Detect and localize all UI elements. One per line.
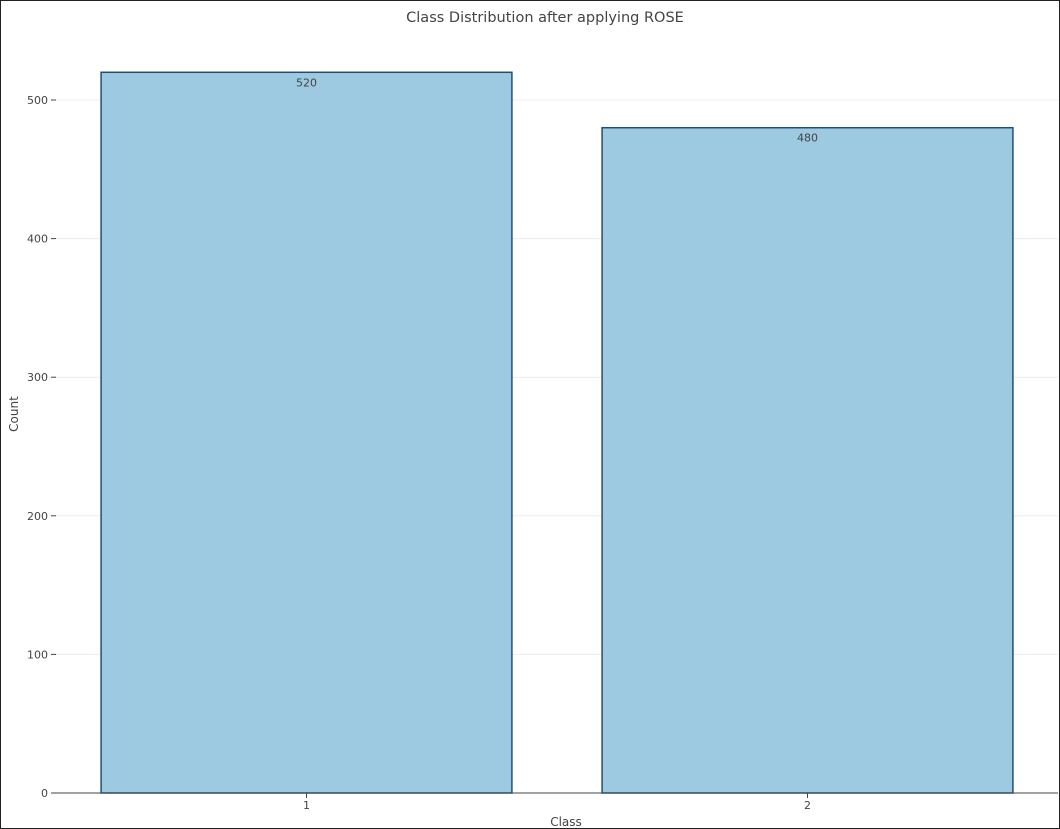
y-tick-label: 200 — [27, 510, 48, 523]
y-tick-label: 300 — [27, 371, 48, 384]
bars: 520 480 — [100, 71, 1014, 794]
y-tick-label: 500 — [27, 94, 48, 107]
x-tick-label: 1 — [303, 799, 310, 812]
y-tick-label: 100 — [27, 648, 48, 661]
y-tick-label: 400 — [27, 233, 48, 246]
bar-value-label: 520 — [296, 76, 317, 89]
x-tick-label: 2 — [804, 799, 811, 812]
chart-title: Class Distribution after applying ROSE — [406, 10, 684, 26]
y-axis-label: Count — [7, 396, 21, 432]
bar-class-2[interactable] — [601, 126, 1014, 794]
bar-value-label: 480 — [797, 132, 818, 145]
x-axis-label: Class — [550, 815, 582, 829]
bar-class-1[interactable] — [100, 71, 513, 794]
y-tick-label: 0 — [41, 787, 48, 800]
axis-ticks: 0 100 200 300 400 500 1 2 — [27, 94, 1058, 812]
